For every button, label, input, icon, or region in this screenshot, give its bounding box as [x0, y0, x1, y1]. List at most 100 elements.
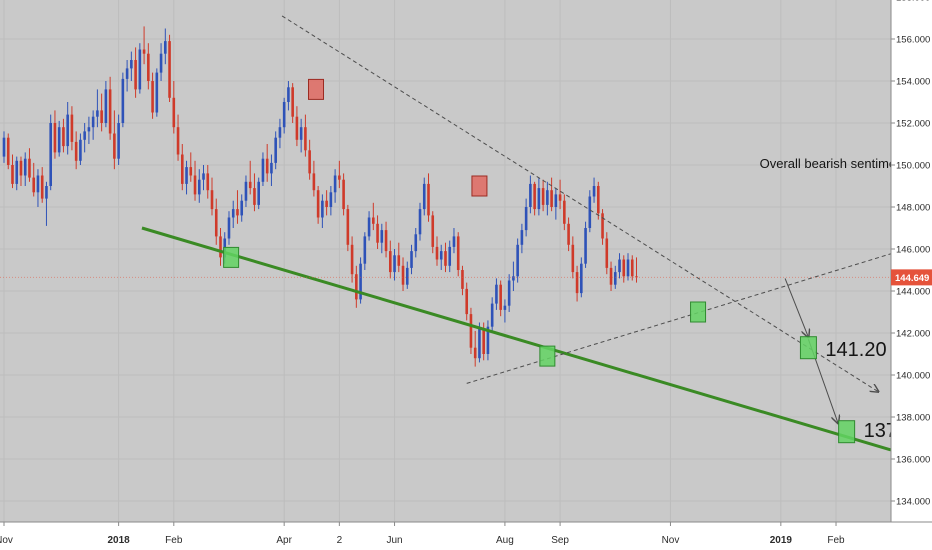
resistance-marker-box[interactable] [471, 175, 488, 197]
candle-body [380, 230, 384, 243]
current-price-tag: 144.649 [0, 269, 932, 286]
x-tick-label: Apr [276, 535, 292, 546]
candle-body [87, 127, 91, 132]
candle-body [248, 181, 252, 189]
candle-body [435, 246, 439, 260]
candle-body [274, 137, 277, 163]
candle-body [465, 288, 469, 315]
candle-body [206, 173, 210, 191]
candle-body [575, 272, 579, 294]
candle-body [159, 53, 163, 73]
candle-body [134, 60, 137, 90]
x-tick-label: Sep [551, 535, 569, 546]
candle-body [312, 173, 316, 191]
candle-body [597, 186, 600, 214]
candle-body [278, 127, 282, 138]
y-tick-label: 142.000 [896, 329, 930, 340]
y-axis-panel[interactable] [891, 0, 932, 522]
candle-body [49, 123, 52, 186]
support-marker-box[interactable] [690, 301, 707, 323]
candle-body [155, 72, 159, 113]
candle-body [244, 181, 248, 201]
candle-body [529, 183, 532, 207]
candle-body [308, 150, 311, 174]
x-axis-panel[interactable] [0, 522, 932, 550]
candle-body [113, 133, 116, 159]
candle-body [261, 158, 265, 182]
candle-body [618, 259, 621, 273]
support-marker-box[interactable] [539, 345, 556, 367]
candle-body [257, 181, 260, 205]
candle-body [299, 127, 303, 140]
candle-body [23, 158, 27, 176]
candle-body [117, 123, 120, 159]
candle-body [622, 259, 626, 277]
candle-body [405, 267, 409, 285]
candle-body [130, 60, 133, 69]
candle-body [350, 244, 354, 275]
x-tick-label: 2018 [107, 535, 130, 546]
candle-body [456, 236, 460, 270]
current-price-label: 144.649 [895, 273, 929, 284]
candlestick-series [2, 26, 638, 367]
candle-body [410, 251, 413, 268]
candle-body [66, 114, 69, 147]
candle-body [333, 175, 337, 193]
candle-body [546, 190, 549, 205]
candle-body [253, 188, 256, 205]
support-marker-box[interactable] [799, 336, 817, 360]
candle-body [104, 89, 108, 123]
candle-body [550, 190, 553, 207]
candle-body [452, 236, 456, 247]
candle-body [584, 228, 587, 264]
candle-body [524, 207, 528, 231]
resistance-marker-box[interactable] [308, 78, 325, 100]
candle-body [414, 234, 418, 252]
annotation-text: 141.20 [825, 339, 886, 361]
candle-body [482, 328, 485, 354]
candle-body [418, 209, 422, 235]
candle-body [367, 217, 371, 237]
y-tick-label: 148.000 [896, 203, 930, 214]
candle-body [605, 238, 609, 268]
candle-body [325, 200, 328, 207]
candle-body [469, 314, 473, 348]
candle-body [45, 186, 48, 199]
candle-body [151, 81, 154, 113]
candle-body [291, 87, 294, 117]
y-tick-label: 138.000 [896, 413, 930, 424]
candle-body [473, 347, 477, 359]
candle-body [197, 179, 201, 195]
candle-body [32, 177, 36, 193]
candle-body [376, 223, 379, 243]
candle-body [83, 131, 86, 140]
descending-channel-line[interactable] [281, 15, 878, 392]
support-marker-box[interactable] [223, 246, 240, 268]
candle-body [231, 209, 235, 218]
candle-body [427, 183, 430, 216]
candle-body [554, 194, 558, 207]
candle-body [168, 41, 171, 98]
candle-body [613, 272, 617, 285]
candle-body [388, 251, 392, 273]
ascending-dashed-line[interactable] [466, 251, 900, 384]
candle-body [329, 192, 333, 207]
x-tick-label: Feb [165, 535, 183, 546]
candle-body [439, 251, 443, 260]
candle-body [210, 190, 214, 210]
candle-body [486, 326, 490, 354]
candle-body [147, 53, 150, 81]
candle-body [342, 179, 345, 210]
candle-body [236, 209, 239, 216]
candle-body [36, 175, 40, 193]
candle-body [214, 209, 218, 237]
x-tick-label: Jun [386, 535, 402, 546]
support-marker-box[interactable] [838, 420, 856, 444]
candle-body [287, 87, 290, 102]
support-trendline[interactable] [141, 226, 932, 463]
candle-body [499, 284, 502, 310]
candle-body [516, 244, 519, 277]
candle-body [176, 127, 180, 155]
